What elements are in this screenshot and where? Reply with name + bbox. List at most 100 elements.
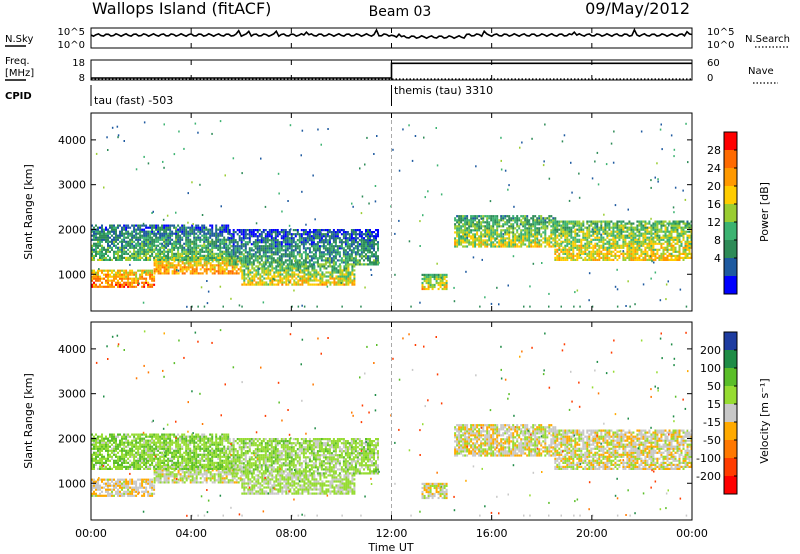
power-echo-cell: [542, 217, 545, 220]
power-echo-cell: [179, 234, 182, 237]
power-echo-cell: [107, 238, 109, 241]
power-echo-cell: [209, 248, 212, 251]
power-echo-cell: [270, 257, 273, 260]
power-echo-cell: [616, 236, 619, 239]
power-echo-cell: [271, 277, 274, 280]
power-echo-cell: [492, 235, 495, 238]
power-echo-cell: [143, 248, 146, 251]
power-echo-cell: [153, 240, 156, 243]
power-echo-cell: [488, 221, 491, 224]
power-echo-cell: [225, 264, 228, 267]
power-echo-cell: [115, 250, 117, 253]
power-echo-cell: [460, 235, 463, 238]
power-echo-cell: [175, 244, 178, 247]
power-echo-cell: [113, 228, 115, 231]
power-echo-cell: [201, 248, 204, 251]
power-echo-cell: [264, 245, 267, 248]
power-echo-cell: [524, 215, 527, 218]
power-echo-cell: [427, 285, 430, 289]
power-echo-cell: [648, 222, 651, 225]
power-echo-cell: [676, 256, 679, 259]
power-echo-cell: [133, 234, 136, 237]
power-echo-cell: [219, 248, 222, 251]
power-scatter-cell: [670, 134, 673, 137]
power-echo-cell: [632, 242, 635, 245]
power-echo-cell: [323, 267, 326, 270]
power-echo-cell: [524, 229, 527, 232]
power-echo-cell: [157, 224, 160, 227]
power-echo-cell: [135, 256, 138, 259]
power-echo-cell: [177, 230, 180, 233]
power-echo-cell: [656, 224, 659, 227]
power-echo-cell: [542, 225, 545, 228]
power-echo-cell: [460, 215, 463, 218]
power-echo-cell: [338, 247, 341, 250]
power-echo-cell: [423, 287, 426, 291]
power-echo-cell: [309, 265, 312, 268]
power-echo-cell: [254, 255, 257, 258]
power-echo-cell: [296, 231, 299, 234]
power-echo-cell: [648, 232, 651, 235]
power-echo-cell: [688, 246, 691, 249]
power-echo-cell: [298, 241, 301, 244]
power-scatter-cell: [659, 299, 662, 302]
power-echo-cell: [304, 243, 307, 246]
power-echo-cell: [439, 279, 442, 283]
power-echo-cell: [93, 258, 95, 261]
power-echo-cell: [125, 269, 128, 272]
power-echo-cell: [230, 237, 233, 240]
power-echo-cell: [103, 232, 105, 235]
power-echo-cell: [532, 217, 535, 220]
power-echo-cell: [580, 244, 583, 247]
power-echo-cell: [258, 245, 261, 248]
power-echo-cell: [350, 249, 353, 252]
power-echo-cell: [143, 252, 146, 255]
power-echo-cell: [602, 230, 605, 233]
power-echo-cell: [508, 227, 511, 230]
power-echo-cell: [97, 275, 99, 278]
power-echo-cell: [264, 229, 267, 232]
power-echo-cell: [338, 251, 341, 254]
power-echo-cell: [185, 270, 188, 273]
power-echo-cell: [369, 255, 371, 258]
power-echo-cell: [274, 233, 277, 236]
power-echo-cell: [594, 232, 597, 235]
power-echo-cell: [518, 225, 521, 228]
power-echo-cell: [268, 249, 271, 252]
power-scatter-cell: [591, 228, 594, 231]
power-echo-cell: [227, 232, 230, 235]
power-scatter-cell: [256, 248, 259, 251]
power-echo-cell: [199, 232, 202, 235]
power-echo-cell: [117, 283, 119, 286]
power-echo-cell: [145, 256, 148, 259]
power-scatter-cell: [561, 140, 564, 143]
power-echo-cell: [119, 230, 121, 233]
power-echo-cell: [137, 248, 140, 251]
power-echo-cell: [690, 254, 692, 257]
power-scatter-cell: [116, 125, 119, 128]
power-echo-cell: [526, 215, 529, 218]
power-echo-cell: [564, 232, 567, 235]
power-echo-cell: [516, 223, 519, 226]
power-echo-cell: [275, 283, 278, 286]
power-echo-cell: [205, 226, 208, 229]
power-echo-cell: [632, 222, 635, 225]
power-echo-cell: [333, 271, 336, 274]
power-echo-cell: [99, 242, 101, 245]
power-echo-cell: [197, 234, 200, 237]
power-echo-cell: [242, 253, 245, 256]
power-echo-cell: [600, 222, 603, 225]
power-echo-cell: [177, 236, 180, 239]
power-echo-cell: [236, 255, 239, 258]
power-echo-cell: [562, 248, 565, 251]
power-echo-cell: [640, 222, 643, 225]
power-echo-cell: [628, 220, 631, 223]
power-echo-cell: [271, 281, 274, 284]
power-echo-cell: [312, 255, 315, 258]
power-echo-cell: [347, 279, 350, 282]
power-echo-cell: [173, 226, 176, 229]
power-echo-cell: [630, 228, 633, 231]
power-echo-cell: [268, 245, 271, 248]
power-echo-cell: [213, 264, 216, 267]
power-echo-cell: [312, 237, 315, 240]
